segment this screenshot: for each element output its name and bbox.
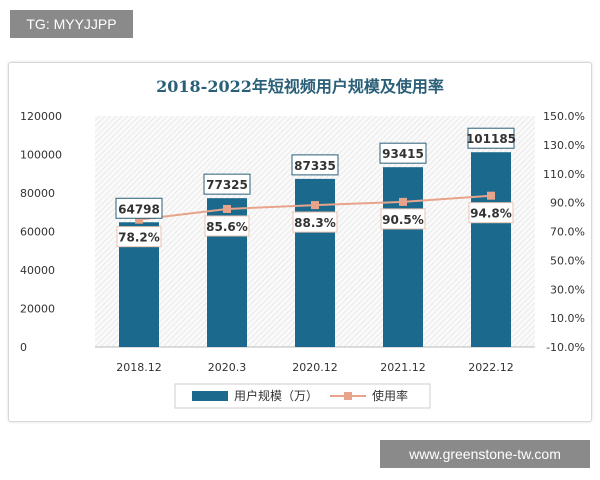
left-axis-tick-label: 60000 <box>20 226 55 239</box>
line-data-label-box <box>380 208 426 230</box>
left-axis-tick-label: 20000 <box>20 303 55 316</box>
right-axis-tick-label: 70.0% <box>550 226 585 239</box>
right-axis-tick-label: 150.0% <box>543 110 585 123</box>
line-data-label-box <box>116 226 162 248</box>
bar-data-label-box <box>379 142 427 164</box>
chart-title: 2018-2022年短视频用户规模及使用率 <box>156 77 444 96</box>
left-axis-tick-label: 0 <box>20 341 27 354</box>
line-point <box>223 204 231 213</box>
legend-bar-label: 用户规模（万） <box>234 388 318 403</box>
right-axis-tick-label: 50.0% <box>550 254 585 267</box>
right-axis-tick-label: -10.0% <box>546 341 585 354</box>
line-data-label-box <box>292 211 338 233</box>
x-axis-tick-label: 2020.3 <box>208 361 247 374</box>
bar-data-label: 87335 <box>294 159 336 173</box>
line-data-label: 90.5% <box>382 213 424 227</box>
bar <box>383 167 423 347</box>
bar-data-label: 93415 <box>382 147 424 161</box>
line-point <box>135 215 143 224</box>
right-axis-tick-label: 10.0% <box>550 312 585 325</box>
x-axis-tick-label: 2021.12 <box>380 361 426 374</box>
left-axis-tick-label: 100000 <box>20 149 62 162</box>
line-data-label: 85.6% <box>206 220 248 234</box>
right-axis-tick-label: 90.0% <box>550 197 585 210</box>
x-axis-tick-label: 2020.12 <box>292 361 338 374</box>
right-axis-tick-label: 130.0% <box>543 139 585 152</box>
tg-label: TG: MYYJJPP <box>10 10 133 38</box>
line-point <box>487 191 495 200</box>
line-data-label-box <box>468 202 514 224</box>
site-label: www.greenstone-tw.com <box>380 440 590 468</box>
line-data-label-box <box>204 215 250 237</box>
left-axis-tick-label: 40000 <box>20 264 55 277</box>
left-axis-tick-label: 80000 <box>20 187 55 200</box>
legend-bar-swatch <box>192 391 228 401</box>
x-axis-tick-label: 2018.12 <box>116 361 162 374</box>
bar-data-label-box <box>291 154 339 176</box>
x-axis-tick-label: 2022.12 <box>468 361 514 374</box>
legend-line-label: 使用率 <box>372 388 408 403</box>
line-point <box>399 197 407 206</box>
right-axis-tick-label: 110.0% <box>543 168 585 181</box>
line-data-label: 88.3% <box>294 216 336 230</box>
bar-data-label-box <box>203 173 251 195</box>
left-axis-tick-label: 120000 <box>20 110 62 123</box>
bar-data-label-box <box>467 127 515 149</box>
bar-data-label: 77325 <box>206 178 248 192</box>
right-axis-tick-label: 30.0% <box>550 283 585 296</box>
bar <box>471 152 511 347</box>
bar-data-label: 64798 <box>118 202 160 216</box>
line-data-label: 94.8% <box>470 207 512 221</box>
bar-data-label-box <box>115 197 163 219</box>
line-point <box>311 201 319 210</box>
bar-data-label: 101185 <box>466 132 516 146</box>
legend-line-marker <box>344 392 352 400</box>
line-data-label: 78.2% <box>118 231 160 245</box>
